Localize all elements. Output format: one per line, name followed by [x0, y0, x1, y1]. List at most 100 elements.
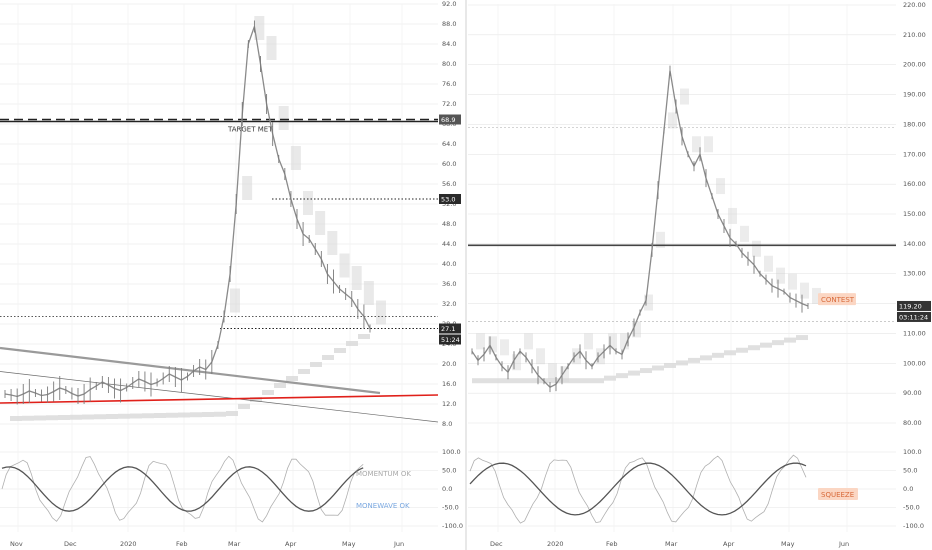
cloud-box	[278, 106, 289, 130]
cloud-box	[290, 146, 301, 170]
y-tick-label: 76.0	[442, 80, 456, 88]
step-box	[202, 412, 214, 417]
oscillator-fast	[469, 454, 807, 524]
step-box	[664, 362, 676, 368]
y-tick-label: 50.0	[903, 467, 917, 475]
cloud-box	[512, 354, 521, 371]
step-box	[748, 345, 760, 351]
cloud-box	[363, 281, 374, 305]
step-box	[214, 411, 226, 417]
cloud-box	[560, 366, 569, 383]
step-box	[142, 413, 154, 419]
y-tick-label: 20.0	[442, 360, 456, 368]
step-box	[616, 373, 628, 379]
cloud-box	[242, 176, 253, 200]
y-tick-label: 32.0	[442, 300, 456, 308]
x-tick-label: Jun	[838, 540, 849, 548]
y-tick-label: 92.0	[442, 0, 456, 8]
y-tick-label: 130.00	[903, 270, 926, 278]
step-box	[262, 390, 274, 395]
badge-label: 53.0	[441, 196, 455, 204]
y-tick-label: 44.0	[442, 240, 456, 248]
y-tick-label: 210.00	[903, 31, 926, 39]
badge-bg	[439, 323, 461, 334]
x-tick-label: May	[342, 540, 356, 548]
step-box	[544, 378, 556, 384]
step-box	[226, 411, 238, 416]
x-tick-label: 2020	[547, 540, 564, 548]
badge-68-9: 68.9	[439, 114, 461, 125]
badge-label: 27.1	[441, 325, 455, 333]
y-tick-label: 100.0	[903, 448, 922, 456]
step-box	[70, 414, 82, 420]
x-tick-label: Dec	[490, 540, 503, 548]
y-tick-label: -50.0	[903, 504, 920, 512]
x-tick-label: May	[781, 540, 795, 548]
step-box	[334, 348, 346, 353]
step-box	[82, 414, 94, 420]
y-tick-label: 8.0	[442, 420, 452, 428]
badge-price-right: 119.20	[897, 300, 931, 311]
step-box	[10, 416, 22, 421]
cloud-box	[788, 273, 797, 290]
y-tick-label: 56.0	[442, 180, 456, 188]
badge-label: 51:24	[441, 336, 460, 344]
cloud-box	[764, 255, 773, 272]
badge-bg	[897, 300, 931, 311]
cloud-box	[800, 282, 809, 299]
right-price-y-axis: 220.00 210.00 200.00 190.00 180.00 170.00 160.…	[468, 1, 926, 427]
step-box	[688, 357, 700, 363]
y-tick-label: -100.0	[903, 522, 924, 530]
right-price-line	[471, 70, 809, 388]
badge-bg	[439, 194, 461, 204]
squeeze-annotation: SQUEEZE	[818, 488, 858, 500]
step-box	[298, 369, 310, 374]
squeeze-label: SQUEEZE	[821, 491, 854, 499]
support-line-red	[0, 394, 439, 404]
oscillator-slow	[1, 466, 364, 512]
cloud-box	[704, 136, 713, 153]
y-tick-label: 84.0	[442, 40, 456, 48]
badge-label: 68.9	[441, 116, 455, 124]
cloud-box	[476, 333, 485, 350]
left-oscillator-lines	[1, 455, 364, 523]
cloud-box	[524, 333, 533, 350]
step-box	[640, 368, 652, 374]
y-tick-label: 150.00	[903, 210, 926, 218]
x-tick-label: Apr	[285, 540, 297, 548]
y-tick-label: -100.0	[442, 522, 463, 530]
step-box	[568, 378, 580, 384]
step-box	[178, 412, 190, 418]
step-box	[250, 397, 262, 402]
y-tick-label: 36.0	[442, 280, 456, 288]
step-box	[322, 355, 334, 360]
cloud-box	[776, 267, 785, 284]
step-box	[94, 414, 106, 420]
cloud-box	[230, 288, 240, 313]
step-box	[628, 370, 640, 376]
cloud-box	[668, 112, 677, 129]
y-tick-label: 190.00	[903, 91, 926, 99]
step-box	[310, 362, 322, 367]
x-tick-label: Dec	[64, 540, 77, 548]
left-cloud-band	[230, 16, 386, 325]
step-box	[676, 360, 688, 366]
step-box	[346, 341, 358, 346]
descending-trendline	[0, 346, 381, 395]
y-tick-label: 40.0	[442, 260, 456, 268]
left-candles	[4, 20, 371, 405]
x-tick-label: Mar	[665, 540, 678, 548]
cloud-box	[680, 88, 689, 105]
step-box	[472, 378, 484, 384]
step-box	[484, 378, 496, 384]
badge-27-1: 27.1	[439, 323, 461, 334]
cloud-box	[500, 339, 509, 356]
step-box	[712, 352, 724, 358]
step-box	[796, 335, 808, 341]
y-tick-label: 110.00	[903, 329, 926, 337]
y-tick-label: 180.00	[903, 120, 926, 128]
right-oscillator-lines	[469, 454, 807, 524]
step-box	[508, 378, 520, 384]
